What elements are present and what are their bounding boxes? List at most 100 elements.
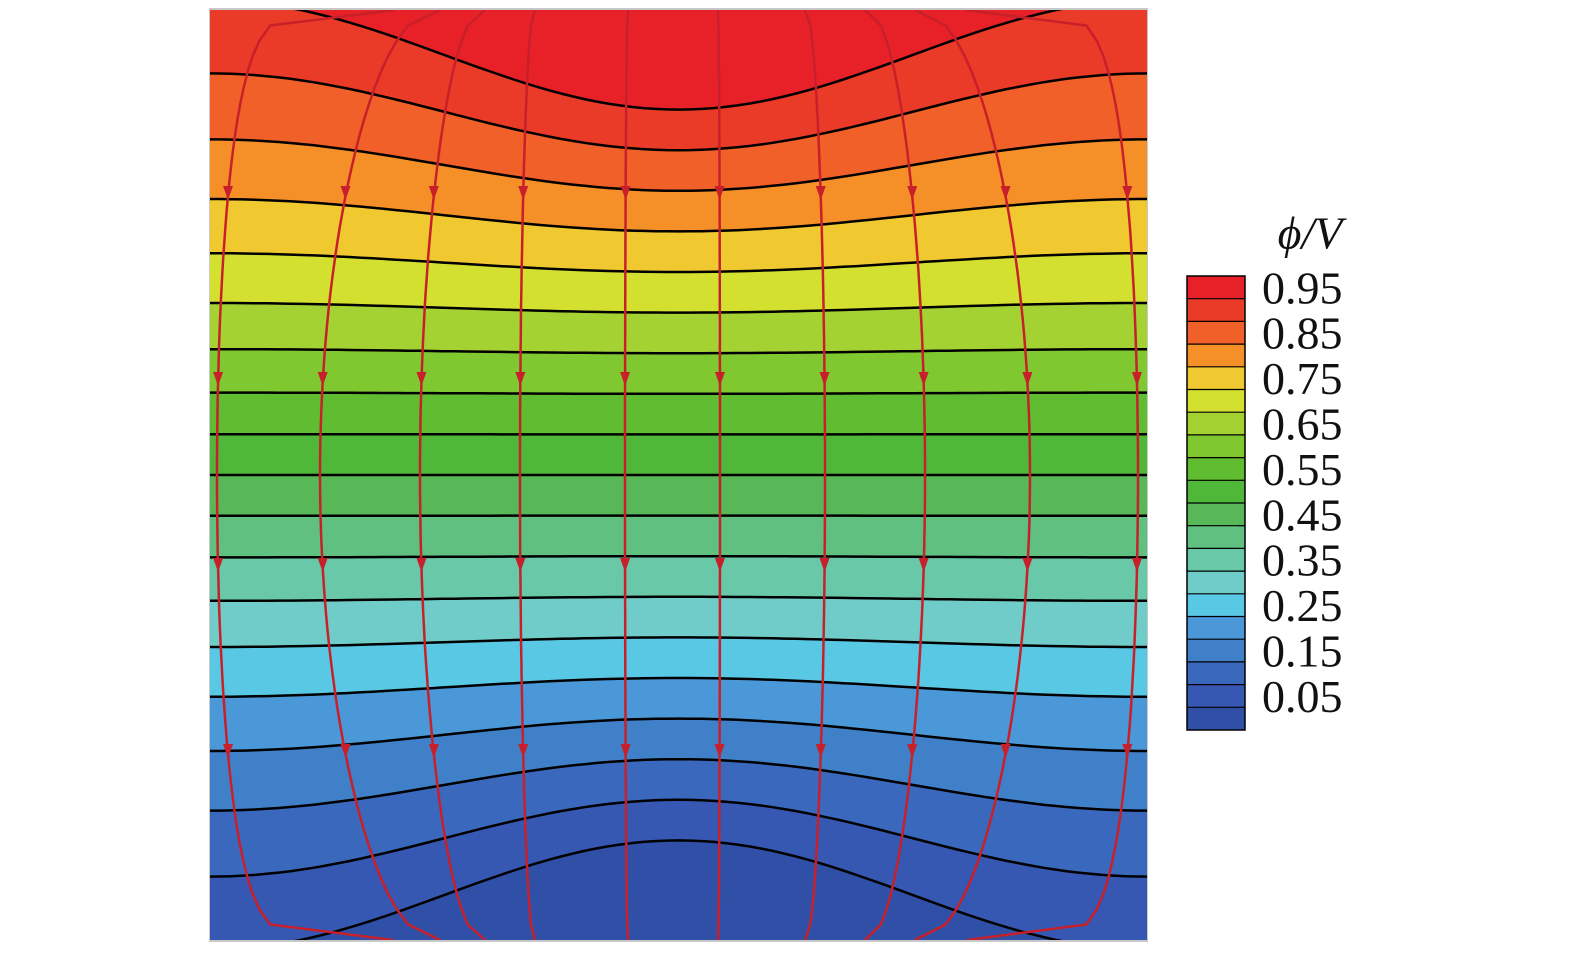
colorbar-band: [1187, 616, 1245, 640]
streamline: [716, 10, 722, 940]
band-fill: [300, 840, 1057, 940]
stream-arrow: [918, 372, 929, 386]
streamline: [318, 10, 441, 940]
stream-arrow: [714, 558, 725, 572]
stream-arrow: [222, 744, 233, 758]
colorbar-band: [1187, 344, 1245, 367]
colorbar-band: [1187, 571, 1245, 594]
stream-arrow: [518, 186, 529, 200]
colorbar-frame: [1186, 275, 1246, 731]
contour-line: [294, 839, 1063, 940]
stream-arrow: [515, 372, 526, 386]
streamline: [215, 10, 396, 940]
stream-arrow: [340, 186, 351, 200]
colorbar-band: [1187, 434, 1245, 458]
contour-line: [210, 391, 1147, 396]
colorbar-band: [1187, 276, 1245, 299]
stream-arrow: [620, 372, 631, 386]
contour-line: [210, 72, 1147, 152]
colorbar-tick-label: 0.15: [1262, 625, 1343, 676]
stream-arrow: [317, 372, 328, 386]
stream-arrow: [518, 744, 529, 758]
colorbar-band: [1187, 661, 1245, 685]
stream-arrow: [815, 744, 826, 758]
stream-arrow: [222, 186, 233, 200]
stream-arrow: [620, 558, 631, 572]
contour-line: [210, 554, 1147, 559]
contour-line: [210, 252, 1147, 274]
streamline: [803, 10, 827, 940]
stream-arrow: [815, 186, 826, 200]
streamline: [418, 10, 486, 940]
contour-line: [294, 10, 1063, 111]
stream-arrow: [1000, 186, 1011, 200]
stream-arrow: [819, 372, 830, 386]
colorbar-band: [1187, 321, 1245, 345]
stream-arrow: [428, 186, 439, 200]
stream-arrow: [620, 186, 631, 200]
colorbar-band: [1187, 412, 1245, 435]
stream-arrow: [1122, 186, 1133, 200]
streamline: [623, 10, 630, 940]
contour-line: [210, 197, 1147, 233]
stream-arrow: [1000, 744, 1011, 758]
stream-arrow: [907, 744, 918, 758]
colorbar-band: [1187, 525, 1245, 549]
colorbar-tick-label: 0.95: [1262, 262, 1343, 313]
stream-arrow: [918, 558, 929, 572]
stream-arrow: [907, 186, 918, 200]
stream-arrow: [416, 372, 427, 386]
stream-arrow: [340, 744, 351, 758]
colorbar-band: [1187, 298, 1245, 322]
colorbar-band: [1187, 480, 1245, 503]
colorbar-tick-label: 0.55: [1262, 444, 1343, 495]
stream-arrow: [1122, 744, 1133, 758]
colorbar-band: [1187, 548, 1245, 572]
contour-line: [210, 717, 1147, 753]
contour-line: [210, 138, 1147, 193]
stream-arrow: [1131, 372, 1142, 386]
stream-arrow: [714, 372, 725, 386]
streamlines: [213, 10, 1142, 940]
colorbar-band: [1187, 593, 1245, 617]
streamline: [518, 10, 537, 940]
contour-line: [210, 301, 1147, 314]
colorbar-band: [1187, 707, 1245, 730]
colorbar-label: ϕ/V: [1278, 208, 1348, 259]
stream-arrow: [620, 744, 631, 758]
contour-line: [210, 347, 1147, 355]
colorbar-band: [1187, 684, 1245, 708]
contour-line: [210, 757, 1147, 812]
colorbar-band: [1187, 389, 1245, 413]
colorbar-band: [1187, 457, 1245, 481]
colorbar-tick-label: 0.75: [1262, 353, 1343, 404]
streamline: [964, 10, 1140, 940]
contour-line: [210, 676, 1147, 698]
colorbar-tick-label: 0.25: [1262, 580, 1343, 631]
streamline: [914, 10, 1032, 940]
colorbar-tick-label: 0.05: [1262, 671, 1343, 722]
contour-line: [210, 798, 1147, 878]
stream-arrow: [317, 558, 328, 572]
stream-arrow: [428, 744, 439, 758]
colorbar-tick-label: 0.35: [1262, 535, 1343, 586]
stream-arrow: [1022, 372, 1033, 386]
colorbar-tick-label: 0.45: [1262, 489, 1343, 540]
stream-arrow: [714, 744, 725, 758]
contour-line: [210, 595, 1147, 603]
colorbar-band: [1187, 639, 1245, 662]
stream-arrow: [416, 558, 427, 572]
stream-arrow: [213, 372, 224, 386]
contour-line: [210, 636, 1147, 649]
colorbar-band: [1187, 366, 1245, 390]
colorbar-tick-label: 0.85: [1262, 308, 1343, 359]
stream-arrow: [515, 558, 526, 572]
stream-arrow: [1131, 558, 1142, 572]
field: [210, 10, 1147, 940]
colorbar-tick-label: 0.65: [1262, 398, 1343, 449]
stream-arrow: [714, 186, 725, 200]
colorbar-band: [1187, 503, 1245, 526]
colorbar: 0.050.150.250.350.450.550.650.750.850.95: [1186, 262, 1343, 731]
stream-arrow: [819, 558, 830, 572]
